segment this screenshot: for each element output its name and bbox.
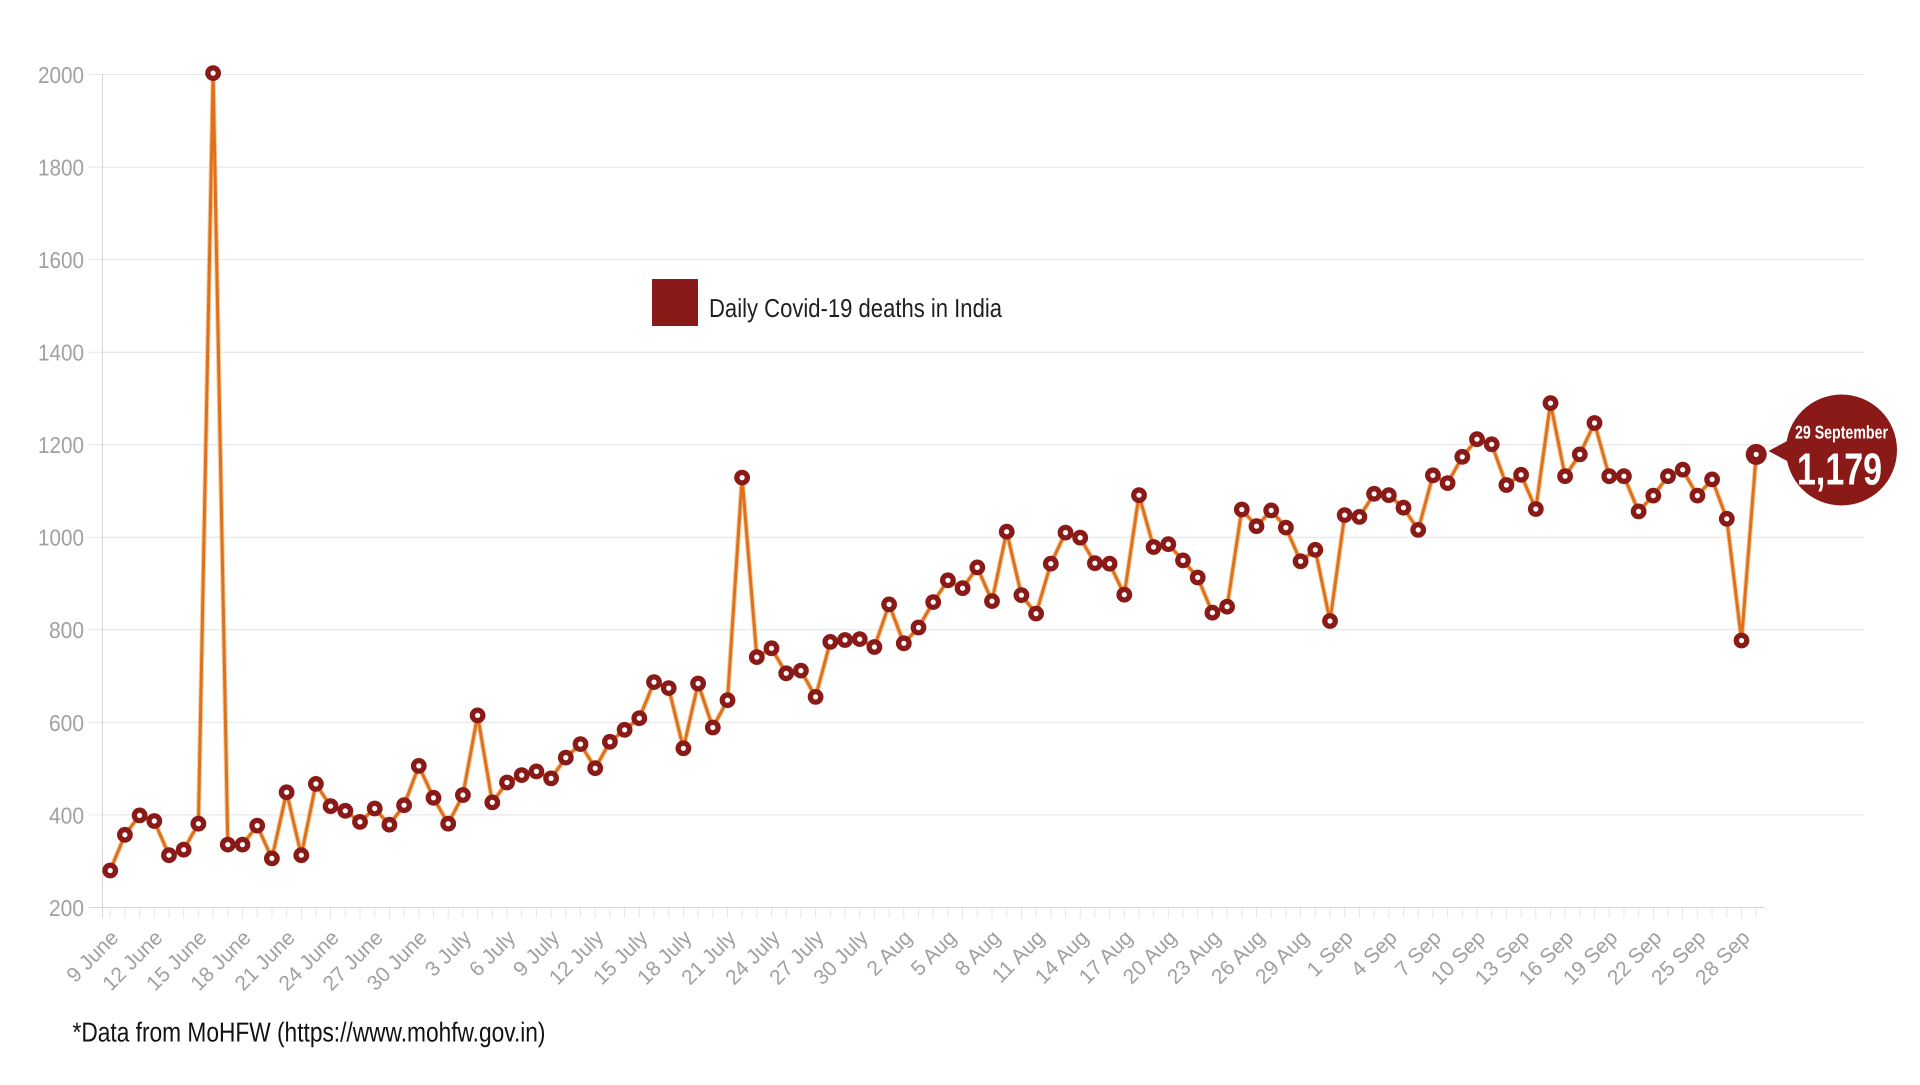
svg-text:1000: 1000 bbox=[38, 525, 84, 551]
svg-text:1600: 1600 bbox=[38, 247, 84, 273]
svg-text:Daily Covid-19 deaths in India: Daily Covid-19 deaths in India bbox=[709, 293, 1002, 323]
svg-text:1200: 1200 bbox=[38, 432, 84, 458]
svg-text:29 September: 29 September bbox=[1795, 422, 1888, 443]
svg-text:1400: 1400 bbox=[38, 340, 84, 366]
svg-text:400: 400 bbox=[49, 802, 84, 828]
svg-text:800: 800 bbox=[49, 617, 84, 643]
svg-text:2000: 2000 bbox=[38, 62, 84, 88]
svg-text:1800: 1800 bbox=[38, 155, 84, 181]
svg-text:200: 200 bbox=[49, 895, 84, 921]
svg-text:*Data from MoHFW (https://www.: *Data from MoHFW (https://www.mohfw.gov.… bbox=[73, 1017, 546, 1048]
svg-text:1,179: 1,179 bbox=[1797, 444, 1882, 495]
svg-text:600: 600 bbox=[49, 710, 84, 736]
